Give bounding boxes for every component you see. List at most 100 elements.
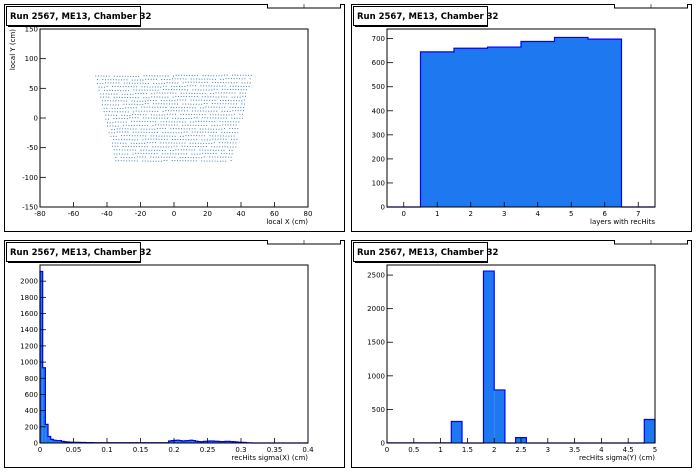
hit-point [133, 107, 135, 109]
hit-point [174, 124, 175, 126]
hit-point [141, 142, 143, 144]
hit-point [191, 96, 193, 98]
hit-point [213, 75, 215, 77]
hit-point [118, 104, 120, 106]
hit-point [193, 139, 195, 141]
hit-point [161, 114, 163, 116]
hit-point [174, 160, 176, 162]
hit-point [187, 85, 189, 87]
hit-point [135, 128, 137, 130]
hit-point [207, 96, 209, 98]
hit-point [108, 96, 110, 98]
hit-point [112, 122, 114, 124]
hit-point [124, 75, 126, 77]
hit-point [185, 99, 187, 101]
hit-point [219, 103, 221, 105]
hit-point [189, 85, 191, 87]
hit-point [123, 100, 125, 102]
hit-point [227, 156, 229, 158]
hit-point [164, 150, 166, 152]
hit-point [200, 124, 202, 126]
hit-point [135, 149, 137, 151]
hit-point [223, 153, 225, 155]
hit-point [225, 103, 227, 105]
hit-point [105, 96, 107, 98]
hit-point [182, 139, 184, 141]
hit-point [197, 89, 199, 91]
hit-point [131, 135, 133, 137]
hit-point [177, 78, 179, 80]
hit-point [182, 156, 184, 158]
hit-point [115, 139, 117, 141]
hit-point [188, 149, 190, 151]
hit-point [213, 146, 215, 148]
hit-point [118, 79, 120, 81]
hit-point [229, 132, 231, 134]
hit-point [212, 82, 214, 84]
hit-point [209, 139, 211, 141]
hit-point [129, 82, 131, 84]
hit-point [203, 146, 205, 148]
hit-point [105, 114, 107, 116]
hit-point [130, 128, 132, 130]
hit-point [213, 85, 215, 87]
hit-point [230, 156, 232, 158]
hit-point [164, 132, 166, 134]
histogram-bar [214, 441, 217, 443]
hit-point [231, 153, 233, 155]
hit-point [149, 89, 151, 91]
hit-point [125, 121, 127, 123]
hit-point [120, 90, 122, 92]
hit-point [107, 122, 108, 124]
hit-point [101, 104, 103, 106]
hit-point [112, 100, 114, 102]
hit-point [212, 135, 214, 137]
hit-point [214, 138, 216, 140]
x-tick-label: 0.4 [302, 446, 314, 454]
hit-point [206, 124, 208, 126]
hit-point [222, 124, 224, 126]
hit-point [215, 117, 217, 119]
hit-point [209, 78, 211, 80]
hit-point [117, 125, 119, 127]
hit-point [141, 89, 143, 91]
hit-point [110, 135, 112, 137]
hit-point [164, 75, 166, 77]
histogram-bar [203, 441, 207, 443]
histogram-bar [182, 440, 185, 443]
hit-point [211, 85, 213, 87]
hit-point [126, 114, 128, 116]
hit-point [226, 153, 228, 155]
hit-point [202, 149, 204, 151]
hit-point [185, 103, 187, 105]
histogram-bar [230, 441, 233, 443]
hit-point [231, 114, 233, 116]
x-tick-label: 0 [38, 446, 42, 454]
histogram-bar [200, 441, 204, 443]
hit-point [219, 85, 221, 87]
hit-point [150, 160, 152, 162]
hit-point [115, 104, 117, 106]
hit-point [141, 125, 143, 127]
hit-point [136, 120, 138, 122]
hit-point [106, 85, 108, 87]
hit-point [205, 146, 207, 148]
hit-point [108, 93, 110, 95]
hit-point [223, 92, 225, 94]
hit-point [124, 114, 126, 116]
hit-point [214, 82, 216, 84]
hit-point [105, 75, 107, 77]
hit-point [123, 121, 125, 123]
hit-point [140, 149, 142, 151]
hit-point [232, 88, 234, 90]
hit-point [131, 103, 133, 105]
hit-point [183, 131, 185, 133]
hit-point [174, 139, 176, 141]
hit-point [213, 131, 215, 133]
hit-point [109, 122, 111, 124]
hit-point [161, 92, 163, 94]
hit-point [206, 139, 208, 141]
hit-point [236, 78, 238, 80]
hit-point [223, 96, 225, 98]
hit-point [130, 145, 132, 147]
